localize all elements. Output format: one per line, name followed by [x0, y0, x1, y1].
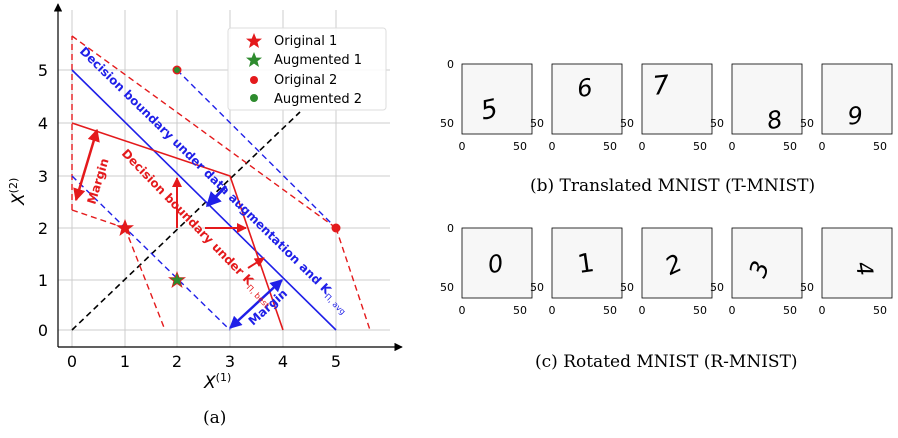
- mnist-panel: 50 0 50 3: [710, 227, 803, 317]
- x-tick: 0: [459, 140, 466, 153]
- x-tick: 0: [549, 140, 556, 153]
- mnist-panel: 50 0 50 1: [530, 227, 623, 317]
- mnist-panel: 0 50 0 50 0: [440, 222, 533, 317]
- legend: Original 1 Augmented 1 Original 2 Augmen…: [227, 27, 387, 111]
- legend-star-red-icon: [246, 33, 262, 48]
- y-tick-label: 2: [38, 219, 48, 238]
- y-tick-label: 4: [38, 114, 48, 133]
- red-margin-label: Margin: [84, 157, 111, 206]
- y-tick-label: 5: [38, 61, 48, 80]
- x-tick: 50: [693, 304, 707, 317]
- y-tick: 0: [447, 222, 454, 235]
- decision-boundary-plot: 0 1 2 3 4 5 0 1 2 3 4 5 X(1) X(2) Margin: [7, 3, 403, 393]
- x-tick: 50: [873, 304, 887, 317]
- mnist-panel: 50 0 50 4: [800, 227, 893, 317]
- x-tick: 50: [513, 140, 527, 153]
- x-tick: 0: [549, 304, 556, 317]
- legend-label: Original 1: [274, 34, 337, 49]
- y-axis-label: X(2): [7, 178, 29, 206]
- x-tick-label: 2: [172, 352, 182, 371]
- y-tick: 50: [710, 117, 724, 130]
- mnist-panel: 0 50 0 50 5: [440, 58, 533, 153]
- x-tick: 0: [729, 140, 736, 153]
- x-tick: 50: [873, 140, 887, 153]
- legend-label: Augmented 1: [274, 53, 362, 68]
- x-tick: 50: [783, 140, 797, 153]
- x-tick: 50: [783, 304, 797, 317]
- handwritten-digit: 1: [576, 248, 597, 280]
- handwritten-digit: 4: [850, 260, 877, 278]
- x-tick-label: 1: [120, 352, 130, 371]
- y-tick: 50: [530, 281, 544, 294]
- x-tick: 0: [729, 304, 736, 317]
- x-tick-label: 4: [278, 352, 288, 371]
- y-tick: 50: [440, 117, 454, 130]
- red-dashed-lines: [71, 35, 371, 331]
- mnist-panel: 50 0 50 8: [710, 63, 803, 153]
- red-decision-boundary: [71, 122, 284, 331]
- blue-arrow: [205, 184, 228, 208]
- x-tick: 0: [459, 304, 466, 317]
- mnist-panel: 50 0 50 2: [620, 227, 713, 317]
- y-tick: 50: [440, 281, 454, 294]
- red-margin-arrow: [73, 128, 100, 202]
- x-tick-label: 3: [225, 352, 235, 371]
- x-tick-label: 0: [67, 352, 77, 371]
- y-tick: 50: [710, 281, 724, 294]
- y-tick: 50: [620, 281, 634, 294]
- y-tick: 50: [800, 281, 814, 294]
- legend-dot-red-icon: [250, 76, 258, 84]
- mnist-panel: 50 0 50 6: [530, 63, 623, 153]
- blue-decision-boundary: [71, 69, 337, 331]
- x-tick: 50: [603, 304, 617, 317]
- mnist-panel: 50 0 50 7: [620, 63, 713, 153]
- augmented-2-point: [174, 67, 180, 73]
- x-tick: 50: [513, 304, 527, 317]
- diagonal-dashed-line: [71, 111, 301, 331]
- legend-dot-green-icon: [250, 94, 258, 102]
- x-tick: 0: [819, 140, 826, 153]
- x-axis-label: X(1): [203, 371, 231, 393]
- mnist-panel: 50 0 50 9: [800, 63, 893, 153]
- blue-margin-arrow: [229, 279, 283, 329]
- handwritten-digit: 6: [575, 73, 594, 103]
- figure-b-caption: (b) Translated MNIST (T-MNIST): [530, 176, 816, 196]
- x-tick: 0: [639, 304, 646, 317]
- augmented-1-point: [170, 273, 184, 286]
- x-tick: 0: [639, 140, 646, 153]
- red-arrow: [247, 257, 265, 269]
- translated-mnist-panels: 0 50 0 50 5 50 0 50 6 50 0 50 7 50 0 50: [440, 58, 893, 153]
- x-tick-label: 5: [331, 352, 341, 371]
- handwritten-digit: 7: [651, 70, 671, 102]
- y-tick: 50: [620, 117, 634, 130]
- x-tick: 50: [603, 140, 617, 153]
- y-tick-label: 3: [38, 167, 48, 186]
- y-tick-label: 0: [38, 321, 48, 340]
- legend-star-green-icon: [246, 52, 262, 67]
- y-tick: 0: [447, 58, 454, 71]
- handwritten-digit: 9: [846, 101, 864, 130]
- y-tick: 50: [530, 117, 544, 130]
- handwritten-digit: 0: [486, 249, 506, 279]
- handwritten-digit: 8: [765, 105, 785, 135]
- figure-a-caption: (a): [203, 408, 227, 428]
- y-tick-label: 1: [38, 271, 48, 290]
- figure-c-caption: (c) Rotated MNIST (R-MNIST): [535, 352, 798, 372]
- handwritten-digit: 5: [478, 94, 500, 127]
- x-tick: 0: [819, 304, 826, 317]
- legend-label: Augmented 2: [274, 92, 362, 107]
- y-tick: 50: [800, 117, 814, 130]
- legend-label: Original 2: [274, 73, 337, 88]
- blue-dashed-lines: [71, 69, 337, 331]
- rotated-mnist-panels: 0 50 0 50 0 50 0 50 1 50 0 50 2 50 0 50 …: [440, 222, 893, 317]
- x-tick: 50: [693, 140, 707, 153]
